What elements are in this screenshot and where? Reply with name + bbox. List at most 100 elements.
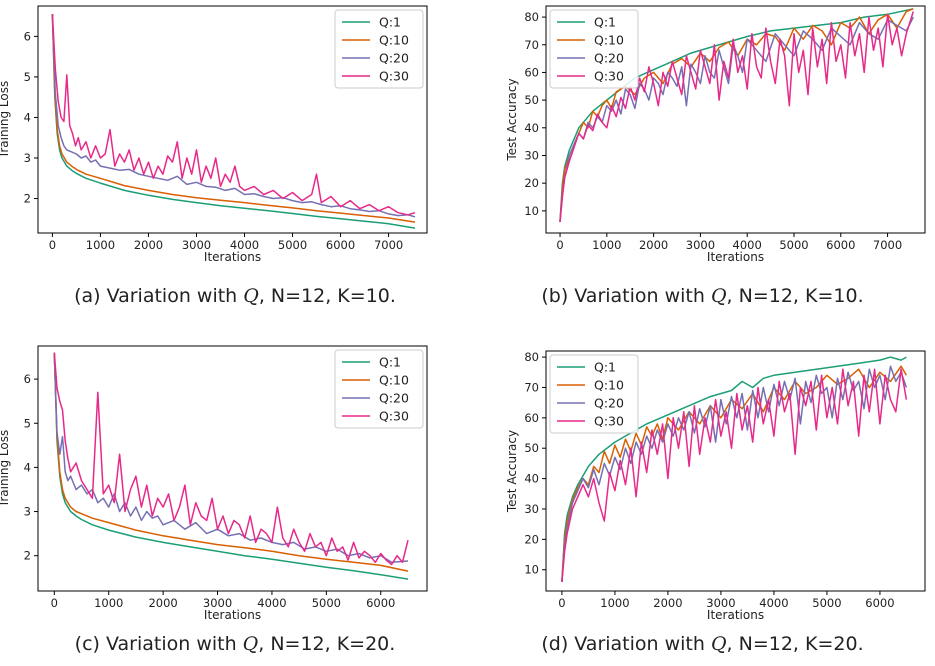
x-tick-label: 6000 xyxy=(826,238,855,252)
x-tick-label: 5000 xyxy=(812,596,841,610)
series-line-q-30 xyxy=(51,14,416,216)
y-axis-label: Test Accuracy xyxy=(505,430,519,513)
legend-label: Q:20 xyxy=(379,51,409,66)
y-tick-label: 6 xyxy=(24,372,31,386)
legend-label: Q:1 xyxy=(379,15,401,30)
x-tick-label: 1000 xyxy=(600,596,629,610)
chart-a: 0 1000 2000 3000 4000 5000 6000 7000 2 3 4 5 6 Iterat… xyxy=(0,5,428,264)
legend-label: Q:10 xyxy=(379,373,409,388)
panel-d: 0 1000 2000 3000 4000 5000 6000 10 20 30 40 50 60 70 8… xyxy=(470,340,935,666)
series-line-q-20 xyxy=(53,352,409,564)
caption-c: (c) Variation with Q, N=12, K=20. xyxy=(74,633,396,655)
x-tick-label: 3000 xyxy=(182,238,211,252)
y-tick-label: 70 xyxy=(524,380,539,394)
series-line-q-30 xyxy=(53,352,409,566)
y-tick-label: 60 xyxy=(524,411,539,425)
series-line-q-1 xyxy=(51,14,416,229)
x-tick-label: 0 xyxy=(51,596,58,610)
x-tick-label: 5000 xyxy=(312,596,341,610)
x-tick-label: 7000 xyxy=(374,238,403,252)
legend-label: Q:10 xyxy=(379,33,409,48)
caption-b: (b) Variation with Q, N=12, K=10. xyxy=(541,285,864,307)
x-axis-label: Iterations xyxy=(707,250,764,264)
plot-frame xyxy=(37,345,428,592)
y-tick-label: 60 xyxy=(524,65,539,79)
x-tick-label: 5000 xyxy=(278,238,307,252)
y-axis-label: Test Accuracy xyxy=(505,78,519,161)
y-tick-label: 4 xyxy=(24,460,31,474)
legend-label: Q:30 xyxy=(594,69,624,84)
legend-label: Q:1 xyxy=(594,15,616,30)
series-line-q-1 xyxy=(53,352,409,580)
y-tick-label: 20 xyxy=(524,176,539,190)
x-tick-label: 1000 xyxy=(592,238,621,252)
x-tick-label: 2000 xyxy=(653,596,682,610)
panel-c: 0 1000 2000 3000 4000 5000 6000 2 3 4 5 6 Iterations… xyxy=(0,340,470,666)
y-tick-label: 70 xyxy=(524,38,539,52)
legend: Q:1 Q:10 Q:20 Q:30 xyxy=(549,9,639,89)
panel-b: 0 1000 2000 3000 4000 5000 6000 7000 10 20 30 40 50 6… xyxy=(470,0,935,320)
y-tick-label: 10 xyxy=(524,204,539,218)
y-tick-label: 5 xyxy=(24,416,31,430)
y-tick-label: 30 xyxy=(524,148,539,162)
y-tick-label: 6 xyxy=(24,29,31,43)
y-tick-label: 30 xyxy=(524,502,539,516)
x-tick-label: 6000 xyxy=(326,238,355,252)
legend: Q:1 Q:10 Q:20 Q:30 xyxy=(549,354,639,434)
series-line-q-10 xyxy=(51,14,416,223)
chart-b: 0 1000 2000 3000 4000 5000 6000 7000 10 20 30 40 50 6… xyxy=(505,5,926,264)
x-tick-label: 2000 xyxy=(134,238,163,252)
x-tick-label: 0 xyxy=(49,238,56,252)
caption-a: (a) Variation with Q, N=12, K=10. xyxy=(74,285,396,307)
y-tick-label: 3 xyxy=(24,151,31,165)
y-tick-label: 50 xyxy=(524,441,539,455)
x-axis-label: Iterations xyxy=(707,608,764,622)
y-tick-label: 40 xyxy=(524,472,539,486)
x-tick-label: 6000 xyxy=(366,596,395,610)
legend-box xyxy=(334,9,424,89)
x-tick-label: 4000 xyxy=(257,596,286,610)
y-tick-label: 80 xyxy=(524,10,539,24)
plot-frame xyxy=(545,5,926,234)
plot-frame xyxy=(37,5,428,234)
legend-label: Q:30 xyxy=(379,409,409,424)
x-tick-label: 4000 xyxy=(733,238,762,252)
x-tick-label: 1000 xyxy=(86,238,115,252)
chart-d: 0 1000 2000 3000 4000 5000 6000 10 20 30 40 50 60 70 8… xyxy=(505,350,926,622)
legend: Q:1 Q:10 Q:20 Q:30 xyxy=(334,349,424,429)
y-tick-label: 20 xyxy=(524,532,539,546)
y-tick-label: 10 xyxy=(524,563,539,577)
y-tick-label: 2 xyxy=(24,192,31,206)
plot-frame xyxy=(545,350,926,592)
series-line-q-20 xyxy=(51,14,416,218)
legend: Q:1 Q:10 Q:20 Q:30 xyxy=(334,9,424,89)
x-tick-label: 4000 xyxy=(759,596,788,610)
series-line-q-20 xyxy=(561,365,908,582)
x-tick-label: 7000 xyxy=(873,238,902,252)
legend-label: Q:1 xyxy=(379,355,401,370)
series-line-q-1 xyxy=(559,8,914,222)
x-axis-label: Iterations xyxy=(204,608,261,622)
series-group xyxy=(561,356,908,582)
y-tick-label: 5 xyxy=(24,70,31,84)
y-axis-label: Training Loss xyxy=(0,81,11,159)
legend-box xyxy=(549,354,639,434)
x-tick-label: 4000 xyxy=(230,238,259,252)
legend-label: Q:10 xyxy=(594,378,624,393)
chart-c: 0 1000 2000 3000 4000 5000 6000 2 3 4 5 6 Iterations… xyxy=(0,345,428,622)
legend-box xyxy=(334,349,424,429)
series-line-q-1 xyxy=(561,356,907,582)
series-group xyxy=(53,352,409,580)
series-line-q-10 xyxy=(561,365,908,582)
legend-label: Q:1 xyxy=(594,360,616,375)
y-axis-label: Training Loss xyxy=(0,430,11,508)
legend-label: Q:30 xyxy=(379,69,409,84)
caption-d: (d) Variation with Q, N=12, K=20. xyxy=(541,633,864,655)
legend-label: Q:20 xyxy=(594,51,624,66)
legend-label: Q:20 xyxy=(594,396,624,411)
series-line-q-30 xyxy=(561,368,908,582)
series-line-q-10 xyxy=(53,352,409,572)
y-tick-label: 2 xyxy=(24,549,31,563)
y-tick-label: 80 xyxy=(524,350,539,364)
y-tick-label: 4 xyxy=(24,110,31,124)
